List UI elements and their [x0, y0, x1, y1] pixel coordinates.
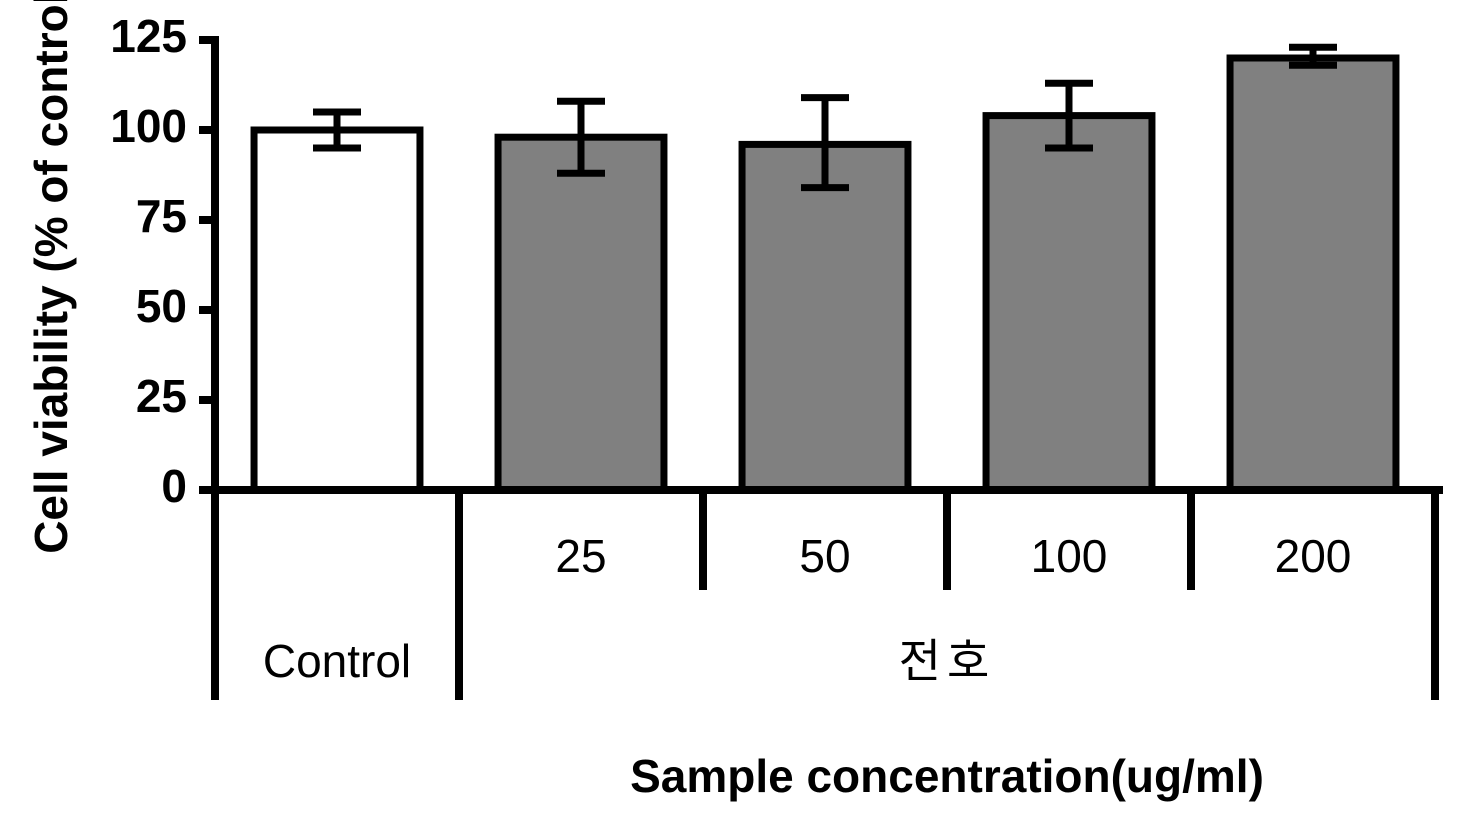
- chart-svg: 0 25 50 75 100 125 Cell viability (% of contro…: [0, 0, 1472, 832]
- bar-c100: [986, 116, 1152, 490]
- y-axis-label: Cell viability (% of control): [25, 0, 77, 554]
- cell-viability-bar-chart: 0 25 50 75 100 125 Cell viability (% of contro…: [0, 0, 1472, 832]
- x-tick-label: 50: [799, 530, 850, 582]
- bar-control: [254, 130, 420, 490]
- y-tick-label: 0: [161, 460, 187, 512]
- bar-c200: [1230, 58, 1396, 490]
- bar-c50: [742, 144, 908, 490]
- x-tick-label: 200: [1275, 530, 1352, 582]
- bar-c25: [498, 137, 664, 490]
- x-axis-label: Sample concentration(ug/ml): [630, 750, 1264, 802]
- x-tick-label: 25: [555, 530, 606, 582]
- group-label-treatment: 전호: [899, 635, 996, 687]
- y-tick-label: 25: [136, 370, 187, 422]
- x-tick-label: 100: [1031, 530, 1108, 582]
- y-tick-label: 125: [110, 10, 187, 62]
- group-label-control: Control: [263, 635, 411, 687]
- y-tick-label: 50: [136, 280, 187, 332]
- y-tick-label: 75: [136, 190, 187, 242]
- y-tick-label: 100: [110, 100, 187, 152]
